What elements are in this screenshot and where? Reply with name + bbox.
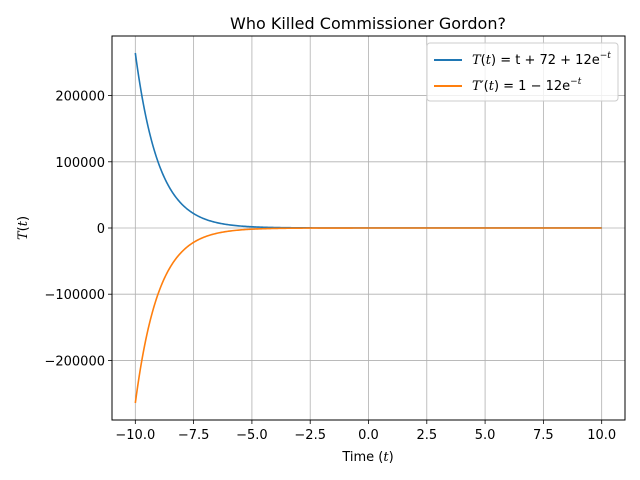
y-tick-label: 200000	[55, 90, 105, 105]
x-axis-ticks: −10.0 −7.5 −5.0 −2.5 0.0 2.5 5.0 7.5 10.0	[115, 420, 616, 443]
x-tick-label: 2.5	[416, 428, 437, 443]
x-axis-label: Time (t)	[341, 450, 393, 465]
y-tick-label: 100000	[55, 156, 105, 171]
legend-label-series-0: T(t) = t + 72 + 12e−t	[472, 51, 611, 68]
series-layer	[134, 52, 602, 404]
legend-label-series-1: T′(t) = 1 − 12e−t	[472, 77, 582, 94]
legend-box	[426, 42, 619, 102]
y-tick-label: −100000	[44, 288, 105, 303]
x-tick-label: 0.0	[358, 428, 379, 443]
y-tick-label: −200000	[44, 354, 105, 369]
x-tick-label: −10.0	[115, 428, 155, 443]
y-axis-label: T(t)	[16, 216, 31, 240]
x-tick-label: 10.0	[587, 428, 616, 443]
y-tick-label: 0	[97, 222, 105, 237]
x-tick-label: 5.0	[475, 428, 496, 443]
chart-title: Who Killed Commissioner Gordon?	[230, 14, 506, 33]
x-tick-label: −7.5	[178, 428, 210, 443]
x-tick-label: −2.5	[294, 428, 326, 443]
x-tick-label: −5.0	[236, 428, 268, 443]
legend: T(t) = t + 72 + 12e−t T′(t) = 1 − 12e−t	[426, 42, 619, 102]
y-axis-ticks: −200000 −100000 0 100000 200000	[44, 90, 112, 369]
series-line-1	[134, 227, 602, 404]
x-tick-label: 7.5	[533, 428, 554, 443]
